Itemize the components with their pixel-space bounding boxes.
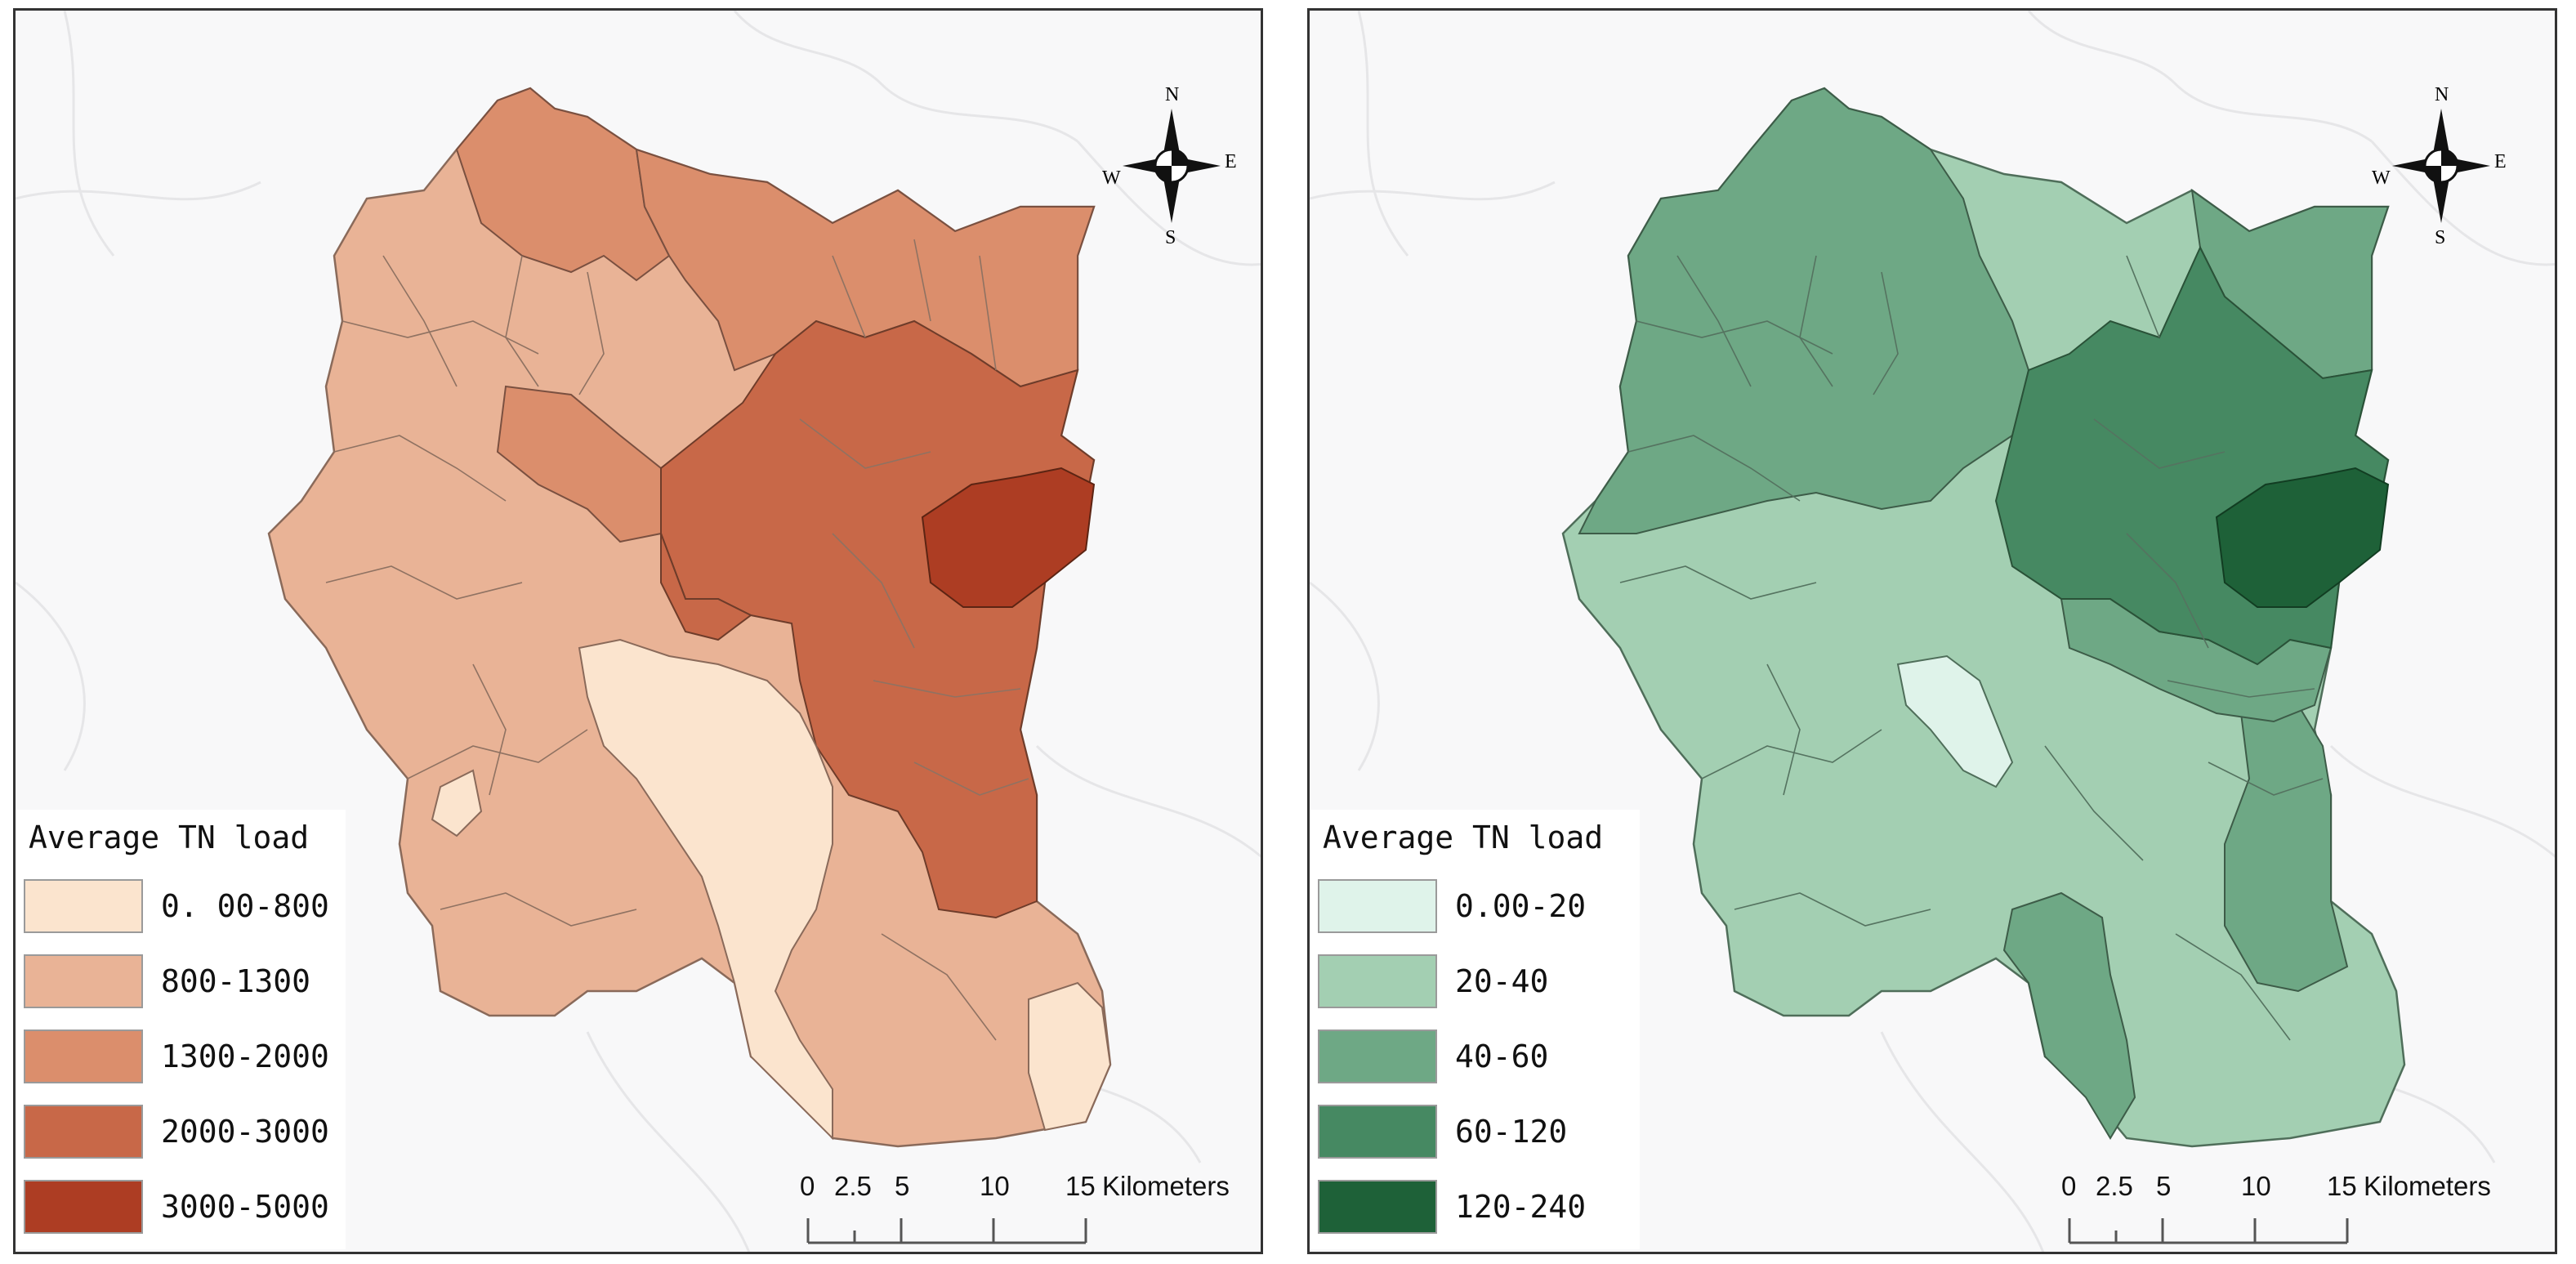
scale-bar: 0 2.5 5 10 15 Kilometers [784,1171,1241,1252]
legend-item: 60-120 [1318,1099,1640,1164]
zone-south-40-60 [2002,891,2136,1140]
legend-label: 20-40 [1455,963,1549,999]
scale-tick-label: 5 [2156,1171,2172,1201]
zone-north-40-60 [1578,87,2030,534]
compass-e-label: E [2494,151,2507,172]
zone-w-0-800 [431,769,483,837]
map-legend: Average TN load 0.00-20 20-40 40-60 60-1… [1310,810,1640,1249]
legend-label: 2000-3000 [161,1114,329,1150]
zone-center-0-20 [1896,654,2014,788]
legend-label: 3000-5000 [161,1189,329,1225]
zone-south-0-800 [578,638,833,1141]
zone-east-120-240 [2215,467,2390,608]
legend-swatch [24,1105,143,1159]
legend-label: 1300-2000 [161,1038,329,1074]
legend-item: 120-240 [1318,1174,1640,1239]
legend-title: Average TN load [1323,820,1604,855]
legend-label: 800-1300 [161,963,311,999]
scale-tick-label: 15 [1065,1171,1096,1201]
compass-s-label: S [2435,227,2446,248]
scale-tick-label: 5 [895,1171,910,1201]
legend-item: 1300-2000 [24,1024,346,1089]
scale-tick-label: 0 [2061,1171,2077,1201]
legend-item: 0.00-20 [1318,873,1640,939]
legend-label: 60-120 [1455,1114,1568,1150]
legend-item: 0. 00-800 [24,873,346,939]
compass-rose-icon: N S W E [2372,84,2511,248]
compass-n-label: N [2435,84,2449,105]
compass-w-label: W [1102,167,1121,189]
scale-bar-line [806,1218,1087,1244]
compass-e-label: E [1225,151,1237,172]
region-map [1310,11,2555,1252]
legend-label: 40-60 [1455,1038,1549,1074]
background-boundaries [1310,11,2555,1252]
legend-label: 0. 00-800 [161,888,329,924]
zone-central-1300-2000 [496,385,662,543]
legend-label: 0.00-20 [1455,888,1587,924]
legend-item: 20-40 [1318,949,1640,1014]
compass-rose-icon: N S W E [1102,84,1241,248]
zone-east-3000-5000 [921,467,1096,608]
scale-bar-line [2068,1218,2349,1244]
scale-tick-label: 10 [2241,1171,2271,1201]
legend-swatch [1318,1105,1437,1159]
scale-tick-label: 2.5 [834,1171,872,1201]
legend-label: 120-240 [1455,1189,1587,1225]
legend-swatch [1318,954,1437,1008]
legend-title: Average TN load [29,820,310,855]
legend-swatch [1318,879,1437,933]
scale-tick-label: 0 [800,1171,815,1201]
legend-swatch [24,1180,143,1234]
legend-swatch [1318,1030,1437,1083]
legend-item: 3000-5000 [24,1174,346,1239]
map-panel-tn-load-right: N S W E Average TN load 0.00-20 20-40 40… [1307,8,2557,1254]
compass-s-label: S [1165,227,1176,248]
legend-swatch [24,954,143,1008]
scale-tick-label: 10 [980,1171,1010,1201]
zone-southeast-40-60 [2224,703,2349,993]
legend-item: 2000-3000 [24,1099,346,1164]
scale-tick-label: 15 [2327,1171,2357,1201]
map-panel-tn-load-left: N S W E Average TN load 0. 00-800 800-13… [13,8,1263,1254]
scale-unit-label: Kilometers [1102,1171,1230,1201]
scale-tick-label: 2.5 [2096,1171,2133,1201]
legend-item: 800-1300 [24,949,346,1014]
zone-se-0-800 [1028,981,1112,1132]
subdivision-lines [325,239,1029,1041]
compass-w-label: W [2372,167,2391,189]
scale-bar: 0 2.5 5 10 15 Kilometers [2045,1171,2502,1252]
subdivision-lines [1619,255,2324,1041]
legend-swatch [24,879,143,933]
compass-n-label: N [1165,84,1180,105]
region-map [16,11,1261,1252]
scale-unit-label: Kilometers [2364,1171,2491,1201]
legend-item: 40-60 [1318,1024,1640,1089]
legend-swatch [1318,1180,1437,1234]
map-legend: Average TN load 0. 00-800 800-1300 1300-… [16,810,346,1249]
legend-swatch [24,1030,143,1083]
zone-west-2000-3000 [660,533,752,641]
zone-nw-1300-2000 [455,87,671,282]
